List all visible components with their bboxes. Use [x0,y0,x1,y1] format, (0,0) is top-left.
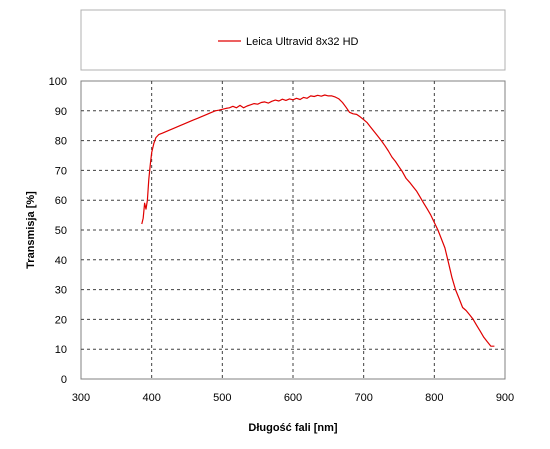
x-tick-label-900: 900 [496,392,514,404]
y-tick-label-60: 60 [55,195,67,207]
y-tick-label-40: 40 [55,255,67,267]
grid-lines-y [81,110,505,350]
series-layer [141,94,495,347]
legend-label-leica-ultravid: Leica Ultravid 8x32 HD [246,36,359,48]
x-tick-label-400: 400 [142,392,160,404]
x-tick-label-800: 800 [425,392,443,404]
y-tick-label-70: 70 [55,165,67,177]
y-tick-label-90: 90 [55,106,67,118]
x-tick-label-700: 700 [354,392,372,404]
y-tick-label-10: 10 [55,344,67,356]
x-tick-label-500: 500 [213,392,231,404]
y-tick-label-80: 80 [55,136,67,148]
legend: Leica Ultravid 8x32 HD [80,9,506,71]
legend-box [80,9,506,71]
y-tick-label-0: 0 [61,374,67,386]
x-axis-tick-labels: 300 400 500 600 700 800 900 [72,392,514,404]
y-axis-tick-labels: 0 10 20 30 40 50 60 70 80 90 100 [49,76,67,386]
x-tick-label-300: 300 [72,392,90,404]
grid-lines-x [151,81,435,379]
y-tick-label-20: 20 [55,314,67,326]
y-axis-label: Transmisja [%] [25,191,37,269]
series-line-0 [141,94,495,347]
x-axis-label: Długość fali [nm] [248,422,338,434]
y-tick-label-30: 30 [55,285,67,297]
x-tick-label-600: 600 [284,392,302,404]
y-tick-label-100: 100 [49,76,67,88]
y-tick-label-50: 50 [55,225,67,237]
